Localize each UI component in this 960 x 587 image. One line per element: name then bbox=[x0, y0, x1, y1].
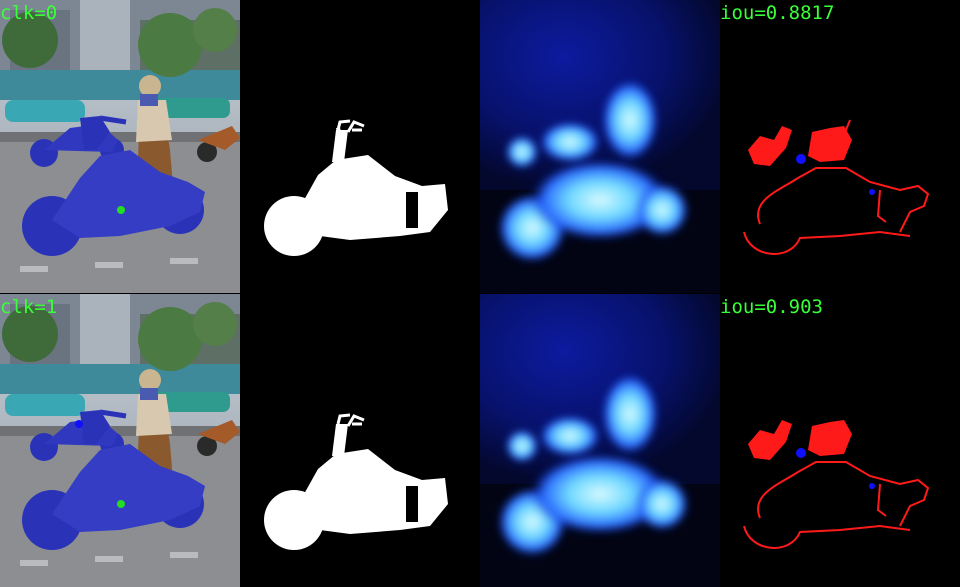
iou-score-label: iou=0.903 bbox=[720, 296, 823, 318]
error-map-image bbox=[720, 294, 960, 587]
photo-overlay-panel: clk=1 bbox=[0, 294, 240, 587]
probability-map-image bbox=[480, 0, 720, 293]
predicted-mask-image bbox=[240, 0, 480, 293]
predicted-mask-panel bbox=[240, 294, 480, 587]
iou-score-label: iou=0.8817 bbox=[720, 2, 835, 24]
result-row-0: clk=0 bbox=[0, 0, 960, 293]
predicted-mask-image bbox=[240, 294, 480, 587]
result-row-1: clk=1 bbox=[0, 294, 960, 587]
click-count-label: clk=1 bbox=[0, 296, 58, 318]
error-map-panel: iou=0.8817 bbox=[720, 0, 960, 293]
predicted-mask-panel bbox=[240, 0, 480, 293]
click-count-label: clk=0 bbox=[0, 2, 58, 24]
error-map-panel: iou=0.903 bbox=[720, 294, 960, 587]
probability-map-panel bbox=[480, 0, 720, 293]
photo-overlay-panel: clk=0 bbox=[0, 0, 240, 293]
probability-map-image bbox=[480, 294, 720, 587]
probability-map-panel bbox=[480, 294, 720, 587]
error-map-image bbox=[720, 0, 960, 293]
photo-overlay-image bbox=[0, 0, 240, 293]
photo-overlay-image bbox=[0, 294, 240, 587]
